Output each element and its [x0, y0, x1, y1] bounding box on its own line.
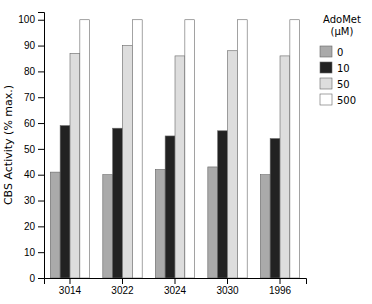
bar — [113, 128, 123, 278]
x-axis: 3014 3022 3024 3030 1996 — [45, 278, 307, 296]
bar — [50, 172, 60, 278]
tick-mark — [38, 20, 44, 21]
legend-item: 0 — [320, 46, 343, 58]
legend-label: 500 — [337, 95, 356, 106]
tick-mark — [38, 149, 44, 150]
tick-mark — [69, 278, 70, 284]
bar — [260, 175, 270, 278]
legend-item: 500 — [320, 94, 356, 106]
tick: 40 — [24, 169, 44, 180]
bar — [70, 53, 80, 278]
legend-swatch — [320, 46, 332, 57]
tick-mark — [38, 226, 44, 227]
tick: 80 — [24, 66, 44, 77]
tick: 30 — [24, 195, 44, 206]
tick: 0 — [29, 273, 44, 284]
bar — [280, 56, 290, 278]
tick-label: 3030 — [216, 285, 239, 296]
legend-title-line: (μM) — [331, 26, 354, 37]
legend-title-line: AdoMet — [323, 14, 361, 25]
tick: 3022 — [111, 278, 134, 296]
tick: 70 — [24, 92, 44, 103]
tick: 3030 — [216, 278, 239, 296]
bar — [132, 20, 142, 278]
plot: 3014 3022 3024 3030 1996 0 10 20 30 40 50 60 70 80 90 1… — [18, 13, 306, 297]
axis-title: CBS Activity (% max.) — [2, 85, 15, 205]
tick-mark — [38, 71, 44, 72]
tick: 90 — [24, 40, 44, 51]
tick-mark — [175, 278, 176, 284]
tick-mark — [38, 201, 44, 202]
axis-line — [45, 279, 307, 285]
tick: 10 — [24, 247, 44, 258]
legend-item: 10 — [320, 62, 350, 74]
tick-label: 70 — [24, 92, 36, 103]
legend-label: 50 — [337, 79, 350, 90]
tick-mark — [38, 175, 44, 176]
chart: 3014 3022 3024 3030 1996 0 10 20 30 40 50 60 70 80 90 1… — [0, 0, 372, 304]
tick-label: 0 — [29, 273, 35, 284]
axis-line — [38, 13, 45, 279]
tick: 20 — [24, 221, 44, 232]
tick-mark — [122, 278, 123, 284]
tick-label: 60 — [24, 118, 36, 129]
bar — [218, 131, 228, 278]
bars — [50, 20, 299, 278]
legend-label: 0 — [337, 47, 343, 58]
tick: 3014 — [59, 278, 82, 296]
tick-mark — [38, 278, 44, 279]
tick-label: 3022 — [111, 285, 134, 296]
tick-mark — [280, 278, 281, 284]
tick-label: 20 — [24, 221, 36, 232]
bar-series — [70, 46, 290, 278]
legend-swatch — [320, 94, 332, 105]
legend-item: 50 — [320, 78, 350, 90]
tick-label: 30 — [24, 195, 36, 206]
tick-label: 10 — [24, 247, 36, 258]
tick-label: 40 — [24, 169, 36, 180]
tick: 3024 — [164, 278, 187, 296]
tick-label: 1996 — [269, 285, 292, 296]
tick-label: 100 — [18, 14, 35, 25]
tick-mark — [38, 123, 44, 124]
bar — [290, 20, 300, 278]
bar — [103, 175, 113, 278]
bar — [228, 51, 238, 278]
bar — [60, 126, 70, 278]
bar — [237, 20, 247, 278]
legend-swatch — [320, 62, 332, 73]
tick: 60 — [24, 118, 44, 129]
bar-series — [80, 20, 300, 278]
tick: 50 — [24, 144, 44, 155]
bar — [122, 46, 132, 278]
tick-mark — [38, 252, 44, 253]
bar — [270, 139, 280, 278]
bar — [185, 20, 195, 278]
bar — [175, 56, 185, 278]
y-axis: 0 10 20 30 40 50 60 70 80 90 100 — [18, 13, 44, 284]
legend-swatch — [320, 78, 332, 89]
tick: 100 — [18, 14, 44, 25]
tick-label: 50 — [24, 144, 36, 155]
tick-label: 3024 — [164, 285, 187, 296]
bar — [80, 20, 90, 278]
tick-mark — [38, 46, 44, 47]
legend: AdoMet(μM) 0 10 50 500 — [320, 14, 361, 106]
bar — [155, 170, 165, 278]
tick-label: 3014 — [59, 285, 82, 296]
tick-label: 90 — [24, 40, 36, 51]
tick-mark — [38, 97, 44, 98]
tick-mark — [227, 278, 228, 284]
legend-label: 10 — [337, 63, 350, 74]
tick: 1996 — [269, 278, 292, 296]
legend-title: AdoMet(μM) — [323, 14, 361, 37]
bar — [165, 136, 175, 278]
tick-label: 80 — [24, 66, 36, 77]
bar — [208, 167, 218, 278]
